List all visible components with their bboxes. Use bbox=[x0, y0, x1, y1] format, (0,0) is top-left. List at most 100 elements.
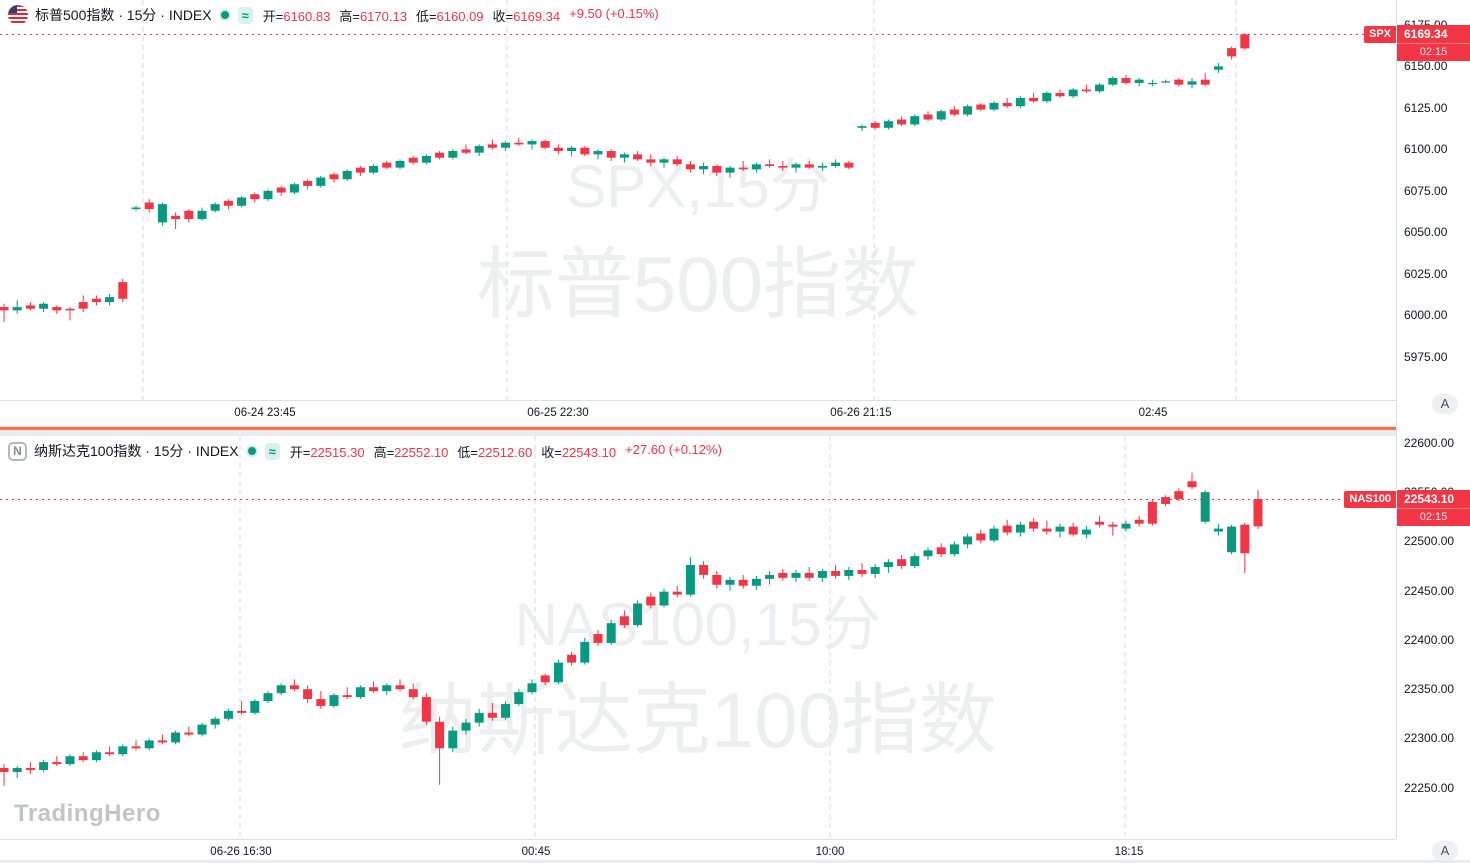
candle bbox=[1200, 79, 1210, 85]
auto-scale-button-spx[interactable]: A bbox=[1432, 394, 1458, 414]
candle bbox=[1227, 526, 1237, 553]
candle bbox=[1068, 526, 1078, 535]
candle bbox=[883, 121, 893, 128]
candle bbox=[1227, 48, 1237, 57]
candle bbox=[1095, 521, 1105, 525]
candle bbox=[382, 162, 392, 168]
candle bbox=[1055, 526, 1065, 532]
price-axis-column[interactable]: 5975.00 6000.00 6025.00 6050.00 6075.00 6100.… bbox=[1396, 0, 1470, 863]
candle bbox=[1200, 492, 1210, 522]
spx-change: +9.50 (+0.15%) bbox=[569, 5, 659, 21]
price-tick-label: 6125.00 bbox=[1404, 100, 1448, 115]
spx-time-axis[interactable]: 06-24 23:45 06-25 22:30 06-26 21:15 02:45 bbox=[0, 400, 1396, 426]
candle bbox=[184, 732, 194, 735]
candle bbox=[685, 565, 695, 595]
approx-price-icon[interactable]: ≈ bbox=[264, 442, 280, 460]
candle bbox=[421, 156, 431, 163]
candle bbox=[39, 762, 49, 770]
candle bbox=[593, 151, 603, 155]
candlestick-chart-spx[interactable] bbox=[0, 0, 1396, 400]
candle bbox=[0, 768, 9, 772]
candle bbox=[751, 578, 761, 586]
candle bbox=[223, 200, 233, 206]
price-tick-label: 6000.00 bbox=[1404, 308, 1448, 323]
candle bbox=[659, 591, 669, 606]
candle bbox=[1042, 528, 1052, 532]
candle bbox=[672, 159, 682, 165]
candle bbox=[263, 693, 273, 702]
price-tick-label: 22300.00 bbox=[1404, 731, 1455, 746]
price-tick-label: 6025.00 bbox=[1404, 266, 1448, 281]
price-tick-label: 22400.00 bbox=[1404, 632, 1455, 647]
candle bbox=[263, 190, 273, 200]
candle bbox=[210, 204, 220, 211]
bottom-band bbox=[0, 860, 1470, 863]
nas100-time-axis[interactable]: 06-26 16:30 00:45 10:00 18:15 bbox=[0, 839, 1396, 863]
candle bbox=[303, 180, 313, 186]
candle bbox=[1240, 34, 1250, 49]
candle bbox=[1002, 102, 1012, 107]
spx-last-price-line bbox=[0, 34, 1396, 35]
candle bbox=[765, 574, 775, 579]
candle bbox=[619, 616, 629, 626]
candle bbox=[923, 550, 933, 557]
spx-title[interactable]: 标普500指数 · 15分 · INDEX bbox=[35, 7, 212, 23]
candle bbox=[39, 303, 49, 309]
candle bbox=[1121, 523, 1131, 529]
candle bbox=[567, 147, 577, 152]
spx-last-price-label: 6169.34 02:15 bbox=[1397, 25, 1470, 61]
market-status-dot[interactable] bbox=[247, 447, 256, 455]
candle bbox=[65, 308, 75, 311]
candle bbox=[197, 724, 207, 735]
candle bbox=[844, 162, 854, 168]
spx-legend[interactable]: 标普500指数 · 15分 · INDEX ≈ 开=6160.83 高=6170… bbox=[8, 5, 659, 25]
candle bbox=[223, 710, 233, 719]
candle bbox=[817, 570, 827, 578]
candle bbox=[1253, 498, 1263, 527]
candle bbox=[1029, 521, 1039, 529]
candle bbox=[553, 662, 563, 683]
candle bbox=[382, 685, 392, 692]
pane-divider-accent[interactable] bbox=[0, 427, 1470, 430]
nas100-chart-pane[interactable]: NAS100,15分 纳斯达克100指数 NAS100 bbox=[0, 436, 1396, 838]
candle bbox=[289, 685, 299, 690]
candle bbox=[633, 154, 643, 160]
auto-scale-button-nas100[interactable]: A bbox=[1432, 841, 1458, 861]
candle bbox=[131, 746, 141, 749]
candle bbox=[395, 160, 405, 168]
nas100-title[interactable]: 纳斯达克100指数 · 15分 · INDEX bbox=[34, 443, 239, 459]
nas100-last-price-line bbox=[0, 499, 1396, 500]
pane-divider[interactable] bbox=[0, 426, 1470, 436]
candle bbox=[1174, 491, 1184, 500]
spx-chart-pane[interactable]: SPX,15分 标普500指数 SPX bbox=[0, 0, 1396, 400]
candle bbox=[1240, 524, 1250, 554]
candle bbox=[989, 528, 999, 541]
candlestick-chart-nas100[interactable] bbox=[0, 436, 1396, 838]
candle bbox=[593, 634, 603, 643]
price-tick-label: 6100.00 bbox=[1404, 142, 1448, 157]
candle bbox=[857, 126, 867, 128]
candle bbox=[171, 732, 181, 743]
time-tick-label: 00:45 bbox=[521, 846, 551, 858]
approx-price-icon[interactable]: ≈ bbox=[237, 6, 253, 24]
candle bbox=[25, 768, 35, 770]
nas100-legend[interactable]: N 纳斯达克100指数 · 15分 · INDEX ≈ 开=22515.30 高… bbox=[8, 441, 722, 461]
candle bbox=[831, 570, 841, 576]
candle bbox=[672, 591, 682, 595]
candle bbox=[329, 174, 339, 180]
candle bbox=[1081, 89, 1091, 92]
candle bbox=[408, 157, 418, 163]
candle bbox=[897, 559, 907, 567]
candle bbox=[553, 147, 563, 152]
candle bbox=[751, 164, 761, 170]
candle bbox=[408, 689, 418, 698]
candle bbox=[1134, 519, 1144, 524]
tradinghero-logo: TradingHero bbox=[14, 800, 161, 827]
market-status-dot[interactable] bbox=[220, 11, 229, 19]
candle bbox=[91, 752, 101, 761]
candle bbox=[105, 752, 115, 755]
candle bbox=[1213, 528, 1223, 532]
candle bbox=[1147, 502, 1157, 524]
candle bbox=[52, 762, 62, 765]
candle bbox=[421, 697, 431, 722]
